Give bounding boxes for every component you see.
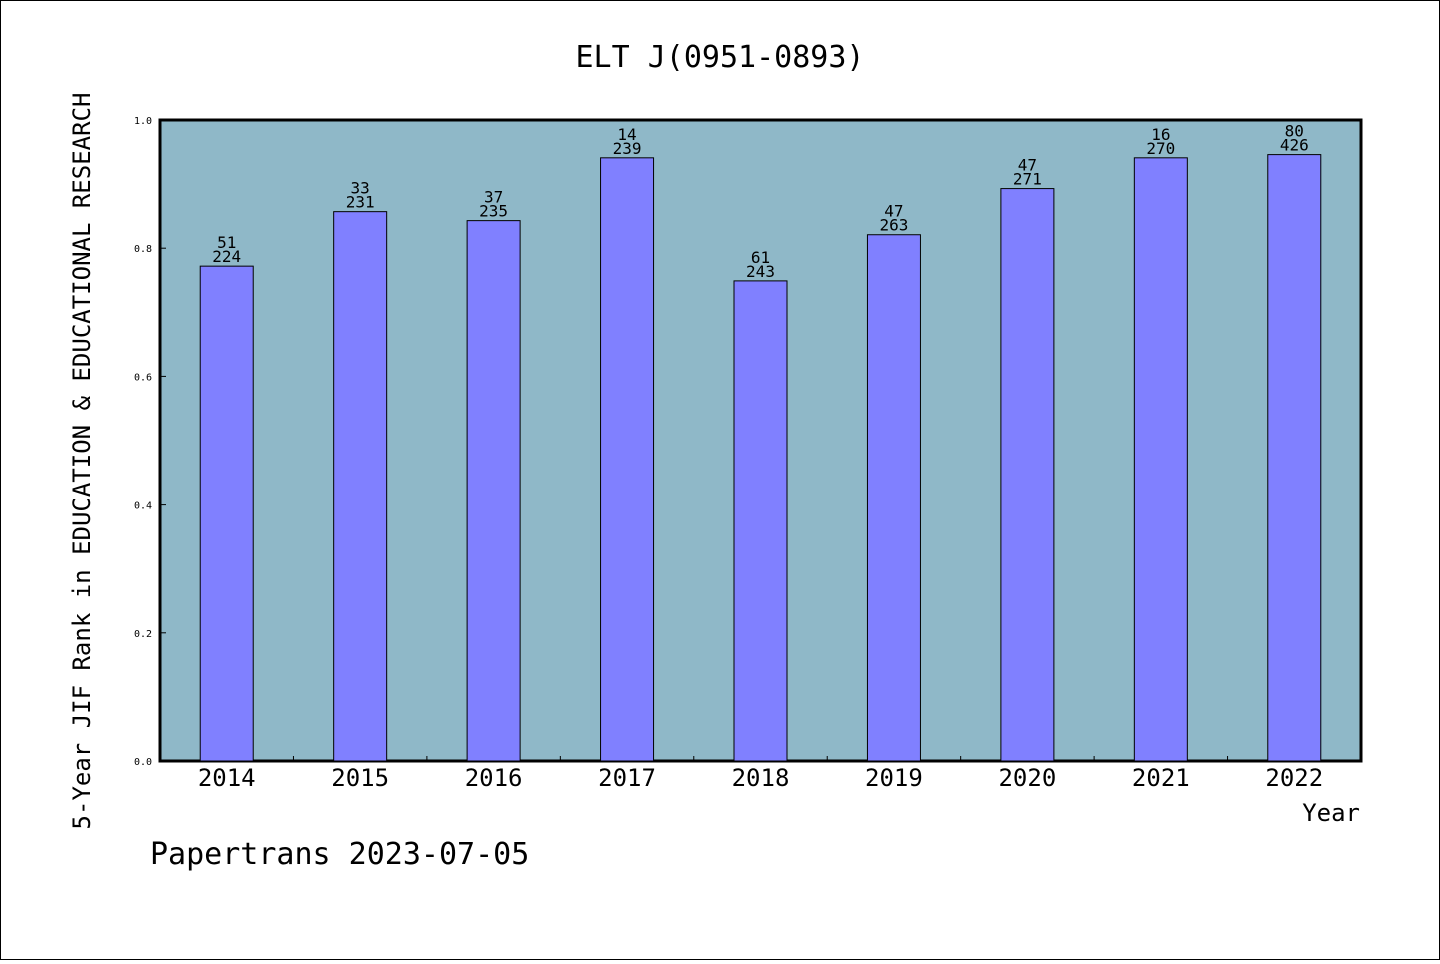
bar-2015 [333,211,388,762]
x-tick-label: 2016 [465,764,523,792]
x-tick-label: 2022 [1265,764,1323,792]
x-tick-label: 2020 [998,764,1056,792]
bar-2019 [866,234,921,762]
bar-2014 [199,265,254,762]
y-tick-label: 0.0 [134,757,152,768]
bar-rank-label: 51 [217,233,236,252]
y-tick-label: 1.0 [134,116,152,127]
bar-total-label: 235 [479,202,508,221]
bar-2017 [600,157,655,762]
bar-rank-label: 61 [751,248,770,267]
bars-group [199,154,1322,762]
x-tick-label: 2018 [732,764,790,792]
bar-2021 [1133,157,1188,762]
y-axis-label: 5-Year JIF Rank in EDUCATION & EDUCATION… [68,93,96,830]
bar-rank-label: 47 [884,202,903,221]
x-axis-label: Year [1302,799,1360,827]
x-tick-label: 2019 [865,764,923,792]
bar-total-label: 239 [613,139,642,158]
footer-credit: Papertrans 2023-07-05 [150,837,529,872]
x-tick-label: 2014 [198,764,256,792]
bar-rank-label: 33 [351,179,370,198]
bar-rank-label: 37 [484,188,503,207]
bar-total-label: 224 [212,247,241,266]
bar-total-label: 243 [746,262,775,281]
bar-total-label: 270 [1146,139,1175,158]
y-ticks-group: 0.0 0.2 0.4 0.6 0.8 1.0 [134,116,166,768]
x-tick-label: 2015 [331,764,389,792]
x-ticks-group: 2014 2015 2016 2017 2018 2019 2020 2021 2022 [198,756,1323,792]
bar-rank-label: 47 [1018,156,1037,175]
bar-rank-label: 16 [1151,125,1170,144]
y-tick-label: 0.2 [134,629,152,640]
x-tick-label: 2021 [1132,764,1190,792]
bar-total-label: 271 [1013,170,1042,189]
bar-total-label: 231 [346,193,375,212]
bar-rank-label: 14 [617,125,636,144]
x-tick-label: 2017 [598,764,656,792]
bar-total-label: 426 [1280,136,1309,155]
y-tick-label: 0.4 [134,501,152,512]
chart-title: ELT J(0951-0893) [576,40,865,75]
bar-2016 [466,220,521,762]
bar-2022 [1267,154,1322,762]
y-tick-label: 0.6 [134,372,152,383]
y-tick-label: 0.8 [134,244,152,255]
bar-rank-label: 80 [1285,122,1304,141]
bar-2018 [733,280,788,762]
bar-2020 [1000,188,1055,762]
bar-total-label: 263 [879,216,908,235]
